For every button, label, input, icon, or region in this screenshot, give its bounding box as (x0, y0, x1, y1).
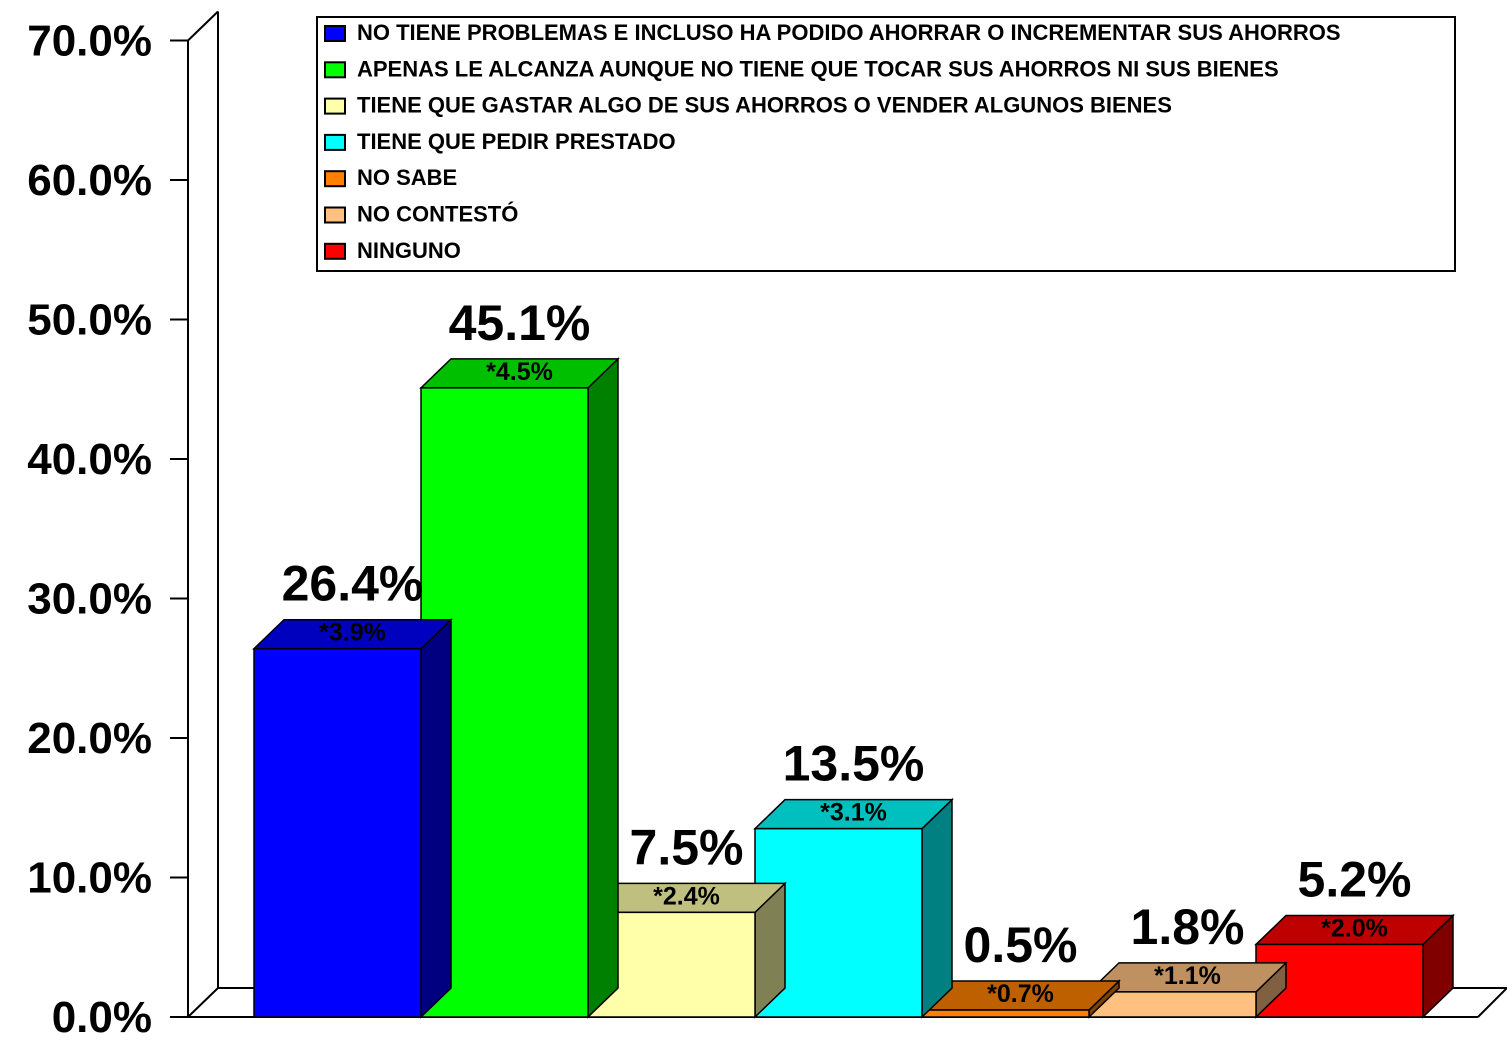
y-tick-label: 50.0% (27, 296, 152, 345)
bar-1 (252, 617, 453, 1019)
legend: NO TIENE PROBLEMAS E INCLUSO HA PODIDO A… (316, 16, 1456, 272)
wall-top-edge (187, 10, 219, 42)
legend-swatch (324, 61, 346, 79)
y-tick-label: 70.0% (27, 17, 152, 66)
bar-6 (1087, 961, 1288, 1019)
error-label: *1.1% (1154, 962, 1221, 990)
legend-swatch (324, 206, 346, 224)
legend-swatch (324, 170, 346, 188)
error-label: *4.5% (486, 358, 553, 386)
legend-entry: NO TIENE PROBLEMAS E INCLUSO HA PODIDO A… (357, 20, 1341, 45)
value-label: 5.2% (1298, 851, 1412, 907)
value-label: 0.5% (964, 917, 1078, 973)
error-label: *2.0% (1321, 914, 1388, 942)
legend-box (316, 16, 1456, 272)
y-tick-label: 40.0% (27, 435, 152, 484)
legend-entry: TIENE QUE PEDIR PRESTADO (357, 129, 676, 154)
y-tick-label: 60.0% (27, 156, 152, 205)
bar-side-face (587, 357, 619, 1019)
value-label: 13.5% (783, 736, 925, 792)
bar-side-face (420, 617, 452, 1019)
legend-entry: NINGUNO (357, 238, 461, 263)
legend-swatch (324, 242, 346, 260)
legend-entry: NO SABE (357, 165, 457, 190)
value-label: 7.5% (630, 819, 744, 875)
bars (252, 357, 1455, 1019)
y-tick-label: 30.0% (27, 575, 152, 624)
legend-entry: NO CONTESTÓ (357, 202, 518, 227)
data-labels: *3.9% 26.4% *4.5% 45.1% *2.4% 7.5% *3.1% 13.5% *… (282, 295, 1412, 1008)
error-label: *0.7% (987, 980, 1054, 1008)
legend-swatch (324, 25, 346, 42)
bar-front-face (253, 647, 422, 1018)
bar-side-face (921, 797, 953, 1019)
y-tick-label: 0.0% (52, 993, 152, 1039)
floor-right-edge (1477, 987, 1507, 1018)
floor-left-edge (187, 987, 219, 1018)
y-tick-label: 10.0% (27, 854, 152, 903)
error-label: *3.9% (319, 619, 386, 647)
error-label: *3.1% (820, 799, 887, 827)
bar-7 (1254, 913, 1455, 1019)
bar-front-face (921, 1009, 1090, 1018)
legend-entry: APENAS LE ALCANZA AUNQUE NO TIENE QUE TO… (357, 56, 1279, 81)
legend-swatch (324, 97, 346, 115)
value-label: 26.4% (282, 556, 424, 612)
legend-entry: TIENE QUE GASTAR ALGO DE SUS AHORROS O V… (357, 93, 1172, 118)
value-label: 1.8% (1131, 899, 1245, 955)
value-label: 45.1% (449, 295, 591, 351)
y-tick-label: 20.0% (27, 714, 152, 763)
legend-swatch (324, 133, 346, 151)
y-axis-ticks: 0.0% 10.0% 20.0% 30.0% 40.0% 50.0% 60.0% 70.0% (27, 17, 188, 1042)
error-label: *2.4% (653, 882, 720, 910)
bar-front-face (1088, 991, 1257, 1018)
